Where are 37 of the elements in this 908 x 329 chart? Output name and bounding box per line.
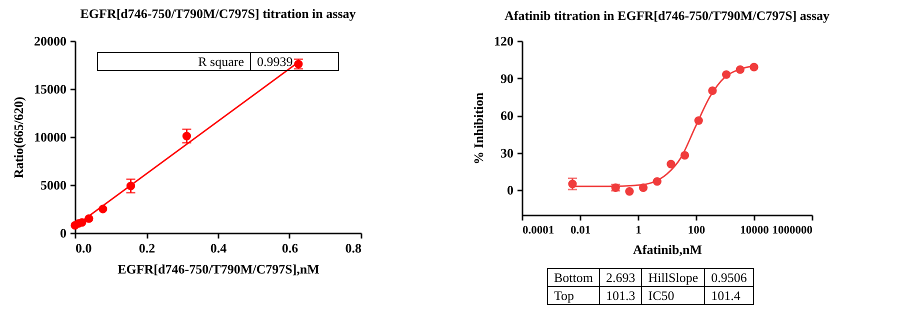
text: Bottom bbox=[548, 268, 600, 286]
y-tick-label: 20000 bbox=[34, 34, 66, 48]
x-tick-label: 100 bbox=[688, 224, 706, 236]
x-tick-label: 0.2 bbox=[138, 240, 156, 256]
y-axis-title: Ratio(665/620) bbox=[11, 96, 26, 178]
x-axis-title: Afatinib,nM bbox=[633, 242, 702, 257]
chart-title: Afatinib titration in EGFR[d746-750/T790M/C797S] assay bbox=[504, 8, 830, 23]
chart-title: EGFR[d746-750/T790M/C797S] titration in assay bbox=[80, 6, 356, 21]
annotation: R square bbox=[98, 52, 250, 70]
text: IC50 bbox=[642, 286, 705, 304]
y-tick-label: 0 bbox=[60, 226, 66, 240]
x-tick-label: 0.8 bbox=[345, 240, 362, 256]
x-tick-label: 0.6 bbox=[282, 240, 299, 256]
y-tick-label: 120 bbox=[494, 34, 514, 48]
text: Top bbox=[548, 286, 600, 304]
text: 2.693 bbox=[600, 268, 642, 286]
x-tick-label: 0.4 bbox=[210, 240, 228, 256]
y-tick-label: 15000 bbox=[34, 82, 66, 96]
y-tick-label: 10000 bbox=[34, 130, 66, 144]
y-tick-label: 60 bbox=[500, 108, 514, 124]
y-tick-label: 5000 bbox=[40, 178, 66, 192]
text: 101.3 bbox=[600, 286, 642, 304]
text: HillSlope bbox=[642, 268, 705, 286]
y-tick-label: 90 bbox=[500, 70, 514, 86]
text: 101.4 bbox=[704, 286, 754, 304]
x-axis-title: EGFR[d746-750/T790M/C797S],nM bbox=[118, 262, 320, 276]
x-tick-label: 0.0 bbox=[76, 240, 92, 256]
x-tick-label: 1 bbox=[636, 224, 642, 236]
x-tick-label: 0.0001 bbox=[522, 224, 554, 236]
y-tick-label: 30 bbox=[500, 145, 514, 160]
annotation: 0.9939 bbox=[250, 52, 338, 70]
y-axis-title: % Inhibition bbox=[471, 92, 486, 164]
y-tick-label: 0 bbox=[507, 182, 514, 198]
x-tick-label: 10000 bbox=[740, 224, 770, 236]
x-tick-label: 1000000 bbox=[772, 224, 813, 236]
x-tick-label: 0.01 bbox=[570, 224, 591, 236]
text: 0.9506 bbox=[704, 268, 754, 286]
